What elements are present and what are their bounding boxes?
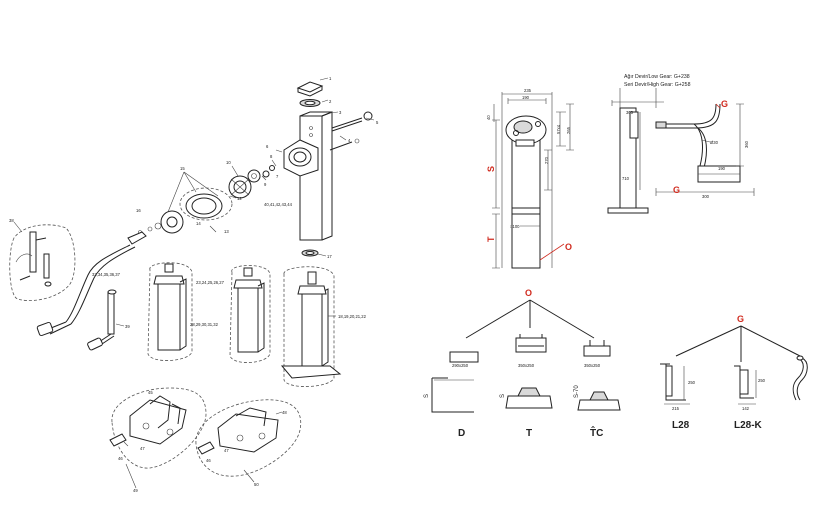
part-number-49: 49 (133, 488, 138, 493)
letter-s-d: S (424, 394, 430, 398)
part-number-9: 9 (264, 182, 267, 187)
part-number-8: 8 (270, 154, 273, 159)
part-number-7: 7 (276, 174, 279, 179)
part-group-33-37: 33,34,35,36,37 (92, 272, 121, 277)
option-label-l28k: L28-K (734, 420, 763, 431)
option-label-l28: L28 (672, 420, 690, 431)
letter-g-bottom: G (673, 185, 680, 195)
dim-57x4: 57x4 (556, 124, 561, 134)
gear-note-high: Seri Devir/High Gear: G+258 (624, 82, 691, 88)
option-label-t: T (526, 428, 532, 439)
side-view-drawing: Ağır Devir/Low Gear: G+238 Seri Devir/Hi… (607, 74, 755, 214)
part-number-4: 4 (348, 138, 351, 143)
part-number-17: 17 (327, 254, 332, 259)
dim-dia-30: Ø30 (710, 140, 719, 145)
dim-l28k-250: 250 (758, 378, 766, 383)
part-number-3: 3 (339, 110, 342, 115)
handle-options: G 250 215 250 142 L28 L28-K (660, 314, 808, 431)
dim-360: 360 (744, 140, 749, 148)
part-number-16: 16 (136, 208, 141, 213)
part-number-46a: 46 (118, 456, 123, 461)
part-number-15: 15 (180, 166, 185, 171)
letter-s-t: S (500, 394, 506, 398)
part-number-6: 6 (266, 144, 269, 149)
part-number-2: 2 (329, 99, 332, 104)
dim-l28-250: 250 (688, 380, 696, 385)
dim-305: 305 (626, 110, 634, 115)
letter-g-options: G (737, 314, 744, 324)
letter-o-foot: O (565, 242, 572, 252)
part-group-18-22: 18,19,20,21,22 (338, 314, 367, 319)
option-label-d: D (458, 428, 465, 439)
dim-300: 300 (702, 194, 710, 199)
letter-o-options: O (525, 288, 532, 298)
foot-options: O 290x250 S 350x250 S 350x250 S-70 D T T… (424, 288, 621, 439)
dim-270: 270 (544, 156, 549, 164)
letter-g-top: G (721, 99, 728, 109)
dim-l28-215: 215 (672, 406, 680, 411)
part-group-40-44: 40,41,42,43,44 (264, 202, 293, 207)
pad-dim-d: 290x250 (452, 363, 469, 368)
part-number-14: 14 (196, 221, 201, 226)
dim-40: 40 (486, 115, 491, 120)
part-number-45: 45 (148, 390, 153, 395)
gear-note-low: Ağır Devir/Low Gear: G+238 (624, 74, 690, 80)
dim-l28k-142: 142 (742, 406, 750, 411)
dim-235: 235 (524, 88, 532, 93)
part-number-50: 50 (254, 482, 259, 487)
part-number-48: 48 (282, 410, 287, 415)
part-group-28-32: 28,29,30,31,32 (190, 322, 219, 327)
part-number-10: 10 (226, 160, 231, 165)
part-number-1: 1 (329, 76, 332, 81)
dim-710: 710 (622, 176, 630, 181)
part-number-39: 39 (125, 324, 130, 329)
dim-265: 265 (566, 126, 571, 134)
part-number-12: 12 (237, 196, 242, 201)
part-number-5: 5 (376, 120, 379, 125)
dim-square-100: □100 (510, 224, 520, 229)
pad-dim-tc: 350x250 (584, 363, 601, 368)
dim-190: 190 (522, 95, 530, 100)
part-group-23-27: 23,24,25,26,27 (196, 280, 225, 285)
dim-190-side: 190 (718, 166, 726, 171)
option-label-tc: T̂C (590, 426, 603, 439)
part-number-47b: 47 (224, 448, 229, 453)
part-number-13: 13 (224, 229, 229, 234)
letter-s-70: S-70 (574, 385, 580, 398)
front-view-drawing: 235 190 40 57x4 265 270 □100 S T O (486, 88, 574, 269)
letter-t-height: T (486, 236, 496, 242)
letter-s-height: S (486, 166, 496, 172)
exploded-view: 1 2 3 4 5 6 7 8 9 10 12 13 14 15 16 17 3… (9, 76, 379, 493)
part-number-47a: 47 (140, 446, 145, 451)
part-number-38: 38 (9, 218, 14, 223)
pad-dim-t: 350x250 (518, 363, 535, 368)
part-number-46b: 46 (206, 458, 211, 463)
